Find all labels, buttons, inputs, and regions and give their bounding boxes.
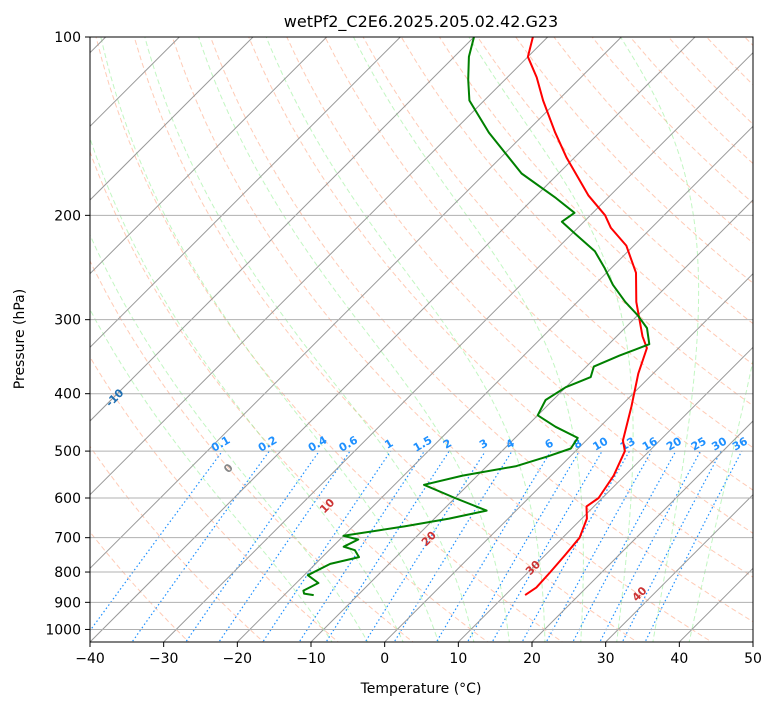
isotherm-line: [90, 37, 328, 275]
dry-adiabat-line: [477, 37, 753, 325]
dewpoint-line: [302, 37, 651, 597]
moist-adiabat-line: [90, 308, 333, 642]
mixing-ratio-line: [644, 450, 743, 642]
temperature-line: [524, 37, 648, 596]
dry-adiabat-line: [90, 356, 339, 642]
x-tick-label: 10: [449, 651, 467, 667]
mixing-ratio-line: [131, 450, 270, 642]
dry-adiabat-line: [90, 150, 489, 642]
dry-adiabat-line: [515, 37, 753, 284]
isotherm-line: [90, 37, 254, 201]
dry-adiabat-line: [171, 37, 713, 642]
isotherm-line: [90, 37, 696, 642]
isotherm-line: [457, 346, 753, 642]
isotherm-line: [752, 641, 753, 642]
mixing-ratio-line: [185, 450, 320, 642]
mixing-ratio-line: [572, 450, 677, 642]
moist-adiabat-line: [620, 37, 700, 642]
dry-adiabat-line: [95, 37, 564, 642]
isotherm-line: [605, 493, 753, 642]
mixing-ratio-line: [262, 450, 392, 642]
y-tick-label: 900: [54, 595, 81, 611]
x-tick-label: −10: [296, 651, 326, 667]
moist-adiabat-line: [90, 136, 404, 642]
dry-adiabat-line: [362, 37, 753, 449]
x-tick-label: 50: [744, 651, 762, 667]
dry-adiabat-line: [324, 37, 753, 491]
mixing-ratio-label: 4: [504, 436, 517, 451]
mixing-ratio-label: 3: [477, 437, 490, 452]
y-tick-label: 600: [54, 491, 81, 507]
y-tick-label: 800: [54, 565, 81, 581]
mixing-ratio-line: [599, 450, 702, 642]
chart-title: wetPf2_C2E6.2025.205.02.42.G23: [284, 12, 558, 32]
mixing-ratio-line: [621, 450, 722, 642]
isotherm-line: [310, 199, 753, 642]
moist-adiabat-line: [198, 37, 510, 642]
x-axis-ticks: −40 −30 −20 −10 0 10 20 30 40 50: [75, 642, 762, 667]
x-tick-label: 30: [597, 651, 615, 667]
y-tick-label: 300: [54, 313, 81, 329]
y-tick-label: 100: [54, 30, 81, 46]
x-tick-label: 0: [380, 651, 389, 667]
isotherm-line: [678, 567, 753, 642]
dry-adiabat-line: [438, 37, 753, 366]
isotherm-line: [90, 37, 549, 496]
x-tick-label: 20: [523, 651, 541, 667]
dry-adiabat-label: 30: [523, 558, 543, 578]
y-tick-label: 1000: [45, 622, 81, 638]
dry-adiabat-line: [286, 37, 753, 534]
mixing-ratio-line: [90, 450, 223, 632]
y-tick-label: 700: [54, 531, 81, 547]
dry-adiabat-line: [133, 37, 638, 642]
plot-area: 0.10.20.40.611.52346810131620253036-100-…: [90, 37, 753, 642]
dry-adiabat-line: [553, 37, 753, 244]
isotherm-line: [90, 37, 475, 422]
mixing-ratio-line: [364, 450, 486, 642]
isotherm-line: [236, 125, 753, 642]
y-axis-label: Pressure (hPa): [12, 289, 28, 389]
y-axis-ticks: 100 200 300 400 500 600 700 800 900 1000: [45, 30, 90, 638]
mixing-ratio-lines: [90, 450, 743, 642]
isotherm-line: [90, 37, 622, 570]
mixing-ratio-line: [393, 450, 513, 642]
x-tick-label: −20: [223, 651, 253, 667]
mixing-ratio-label: 2: [441, 437, 454, 452]
moist-adiabat-line: [90, 233, 369, 642]
mixing-ratio-line: [325, 450, 450, 642]
moist-adiabat-line: [688, 358, 753, 642]
mixing-ratio-label: 6: [543, 436, 556, 451]
dry-adiabats: [90, 37, 753, 642]
plot-frame: [89, 36, 754, 643]
isotherm-line: [384, 272, 753, 642]
y-tick-label: 500: [54, 444, 81, 460]
isotherm-line: [90, 37, 401, 349]
x-tick-label: −40: [75, 651, 105, 667]
x-tick-label: −30: [149, 651, 179, 667]
x-tick-label: 40: [670, 651, 688, 667]
dry-adiabat-label: -10: [103, 386, 126, 409]
x-axis-label: Temperature (°C): [360, 681, 482, 697]
moist-adiabat-line: [468, 37, 634, 642]
y-tick-label: 400: [54, 387, 81, 403]
isotherm-line: [163, 51, 753, 642]
y-tick-label: 200: [54, 208, 81, 224]
profile-lines: [302, 37, 651, 597]
pressure-gridlines: [90, 37, 753, 630]
mixing-ratio-line: [218, 450, 351, 642]
dry-adiabat-line: [248, 37, 753, 578]
dry-adiabat-line: [90, 531, 190, 642]
dry-adiabat-line: [591, 37, 753, 204]
moist-adiabat-line: [353, 37, 584, 642]
dry-adiabat-line: [744, 37, 753, 47]
isotherm-line: [531, 420, 753, 642]
dry-adiabat-line: [90, 445, 265, 642]
moist-adiabats: [90, 37, 753, 642]
mixing-ratio-line: [298, 450, 425, 642]
moist-adiabat-line: [100, 37, 440, 642]
isotherms: [90, 37, 753, 642]
dry-adiabat-line: [706, 37, 753, 86]
mixing-ratio-line: [466, 450, 580, 642]
